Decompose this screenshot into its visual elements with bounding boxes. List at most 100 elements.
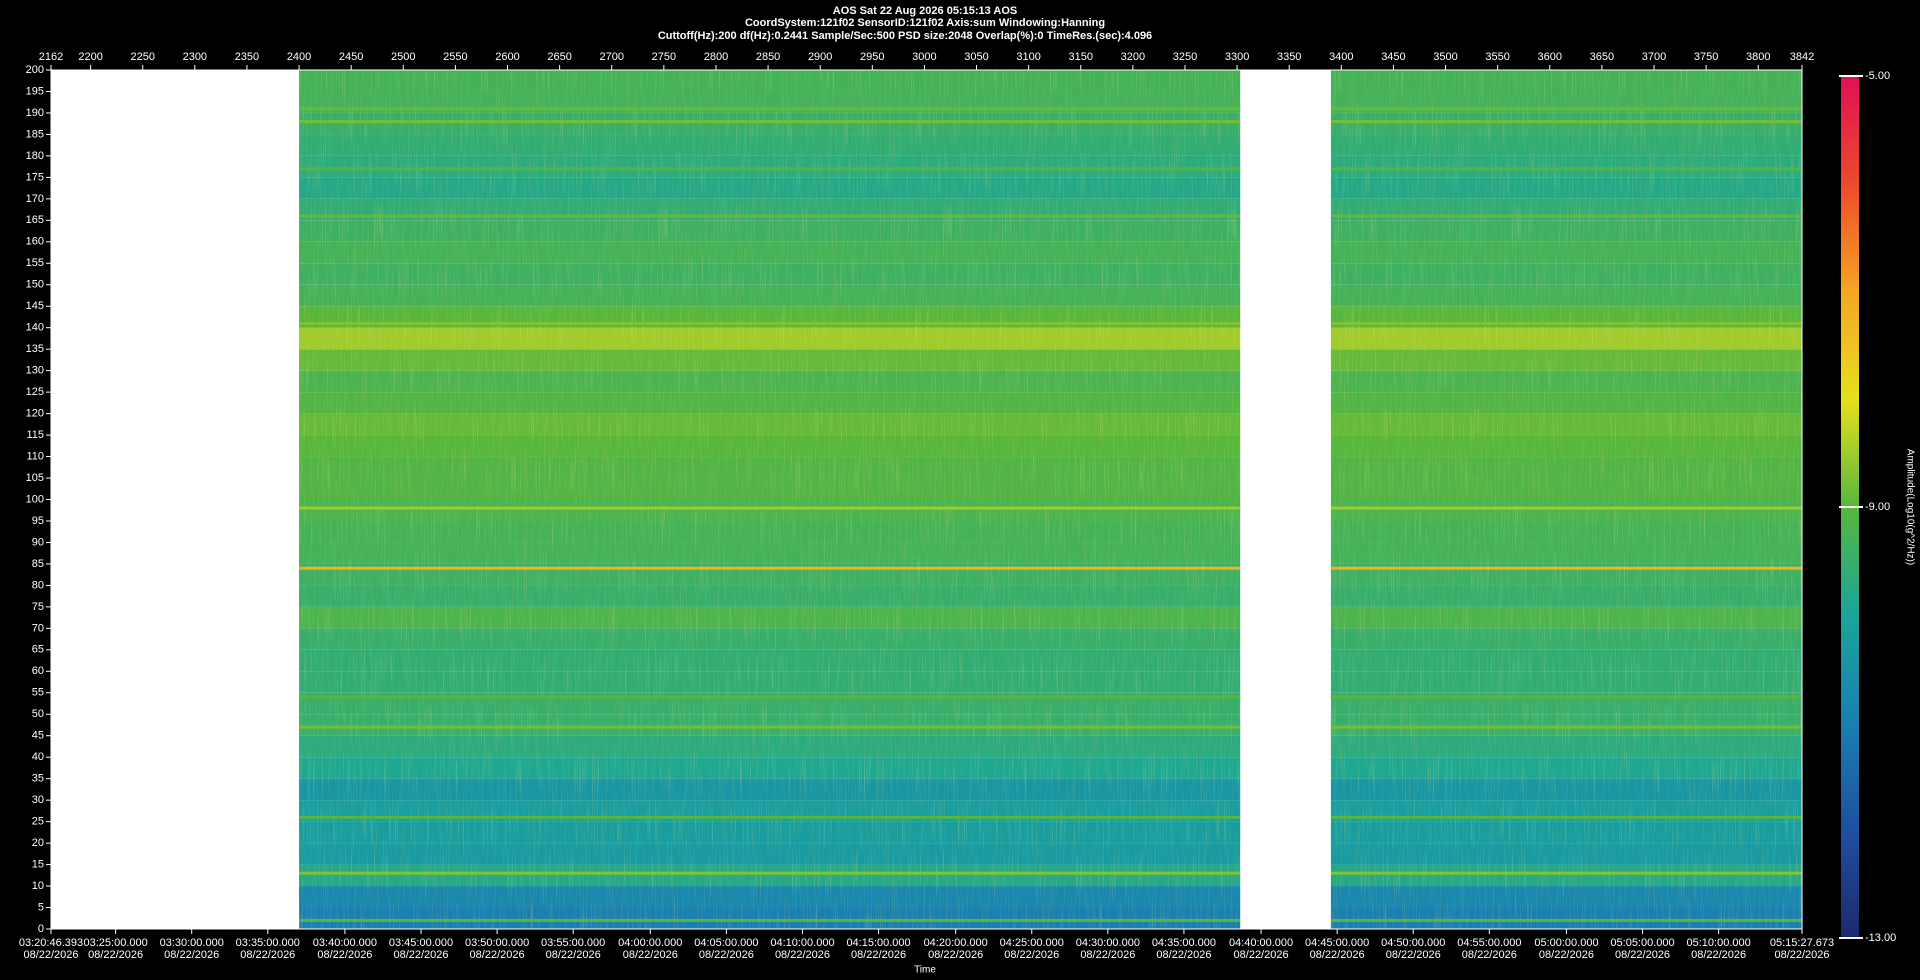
spectral-line — [1330, 871, 1802, 875]
x-tick-label: 3350 — [1277, 51, 1301, 63]
time-tick-date: 08/22/2026 — [470, 949, 525, 961]
time-tick-label: 04:50:00.000 — [1381, 937, 1445, 949]
y-tick-label: 50 — [32, 708, 44, 720]
spectral-line — [299, 167, 1241, 171]
colorbar-tick-label: -5.00 — [1865, 70, 1890, 82]
y-tick-label: 80 — [32, 579, 44, 591]
time-tick-label: 04:30:00.000 — [1076, 937, 1140, 949]
y-tick-label: 175 — [26, 171, 44, 183]
x-tick-label: 3750 — [1694, 51, 1718, 63]
time-tick-label: 03:30:00.000 — [160, 937, 224, 949]
spectral-line — [299, 918, 1241, 922]
x-tick-label: 2162 — [39, 51, 63, 63]
time-tick-date: 08/22/2026 — [699, 949, 754, 961]
spectral-line — [1330, 695, 1802, 699]
subtitle: CoordSystem:121f02 SensorID:121f02 Axis:… — [745, 17, 1105, 29]
y-tick-label: 45 — [32, 730, 44, 742]
time-tick-label: 05:15:27.673 — [1770, 937, 1834, 949]
y-tick-label: 120 — [26, 408, 44, 420]
y-tick-label: 35 — [32, 773, 44, 785]
y-tick-label: 190 — [26, 107, 44, 119]
spectral-line — [1330, 566, 1802, 570]
y-tick-label: 125 — [26, 386, 44, 398]
spectral-line — [299, 871, 1241, 875]
x-tick-label: 3300 — [1225, 51, 1249, 63]
time-tick-label: 04:20:00.000 — [924, 937, 988, 949]
time-tick-label: 04:35:00.000 — [1152, 937, 1216, 949]
y-tick-label: 25 — [32, 816, 44, 828]
spectral-line — [299, 815, 1241, 819]
x-tick-label: 3550 — [1485, 51, 1509, 63]
time-tick-label: 03:45:00.000 — [389, 937, 453, 949]
time-tick-label: 05:00:00.000 — [1534, 937, 1598, 949]
x-tick-label: 3250 — [1173, 51, 1197, 63]
y-tick-label: 165 — [26, 214, 44, 226]
y-tick-label: 60 — [32, 665, 44, 677]
spectral-line — [1330, 167, 1802, 171]
colorbar-tick-label: -9.00 — [1865, 501, 1890, 513]
time-tick-label: 04:45:00.000 — [1305, 937, 1369, 949]
texture — [1330, 70, 1802, 929]
x-tick-label: 2800 — [704, 51, 728, 63]
colorbar-label: Amplitude(Log10(g^2/Hz)) — [1904, 449, 1915, 565]
time-tick-label: 03:25:00.000 — [84, 937, 148, 949]
time-tick-date: 08/22/2026 — [1386, 949, 1441, 961]
y-tick-label: 10 — [32, 880, 44, 892]
texture — [299, 70, 1241, 929]
spectral-line — [1330, 107, 1802, 111]
y-tick-label: 75 — [32, 601, 44, 613]
title: AOS Sat 22 Aug 2026 05:15:13 AOS — [833, 5, 1017, 17]
time-tick-label: 04:00:00.000 — [618, 937, 682, 949]
x-tick-label: 3100 — [1016, 51, 1040, 63]
y-tick-label: 160 — [26, 236, 44, 248]
y-tick-label: 200 — [26, 64, 44, 76]
y-tick-label: 100 — [26, 493, 44, 505]
time-tick-date: 08/22/2026 — [1615, 949, 1670, 961]
y-tick-label: 15 — [32, 858, 44, 870]
y-tick-label: 20 — [32, 837, 44, 849]
time-tick-date: 08/22/2026 — [88, 949, 143, 961]
spectral-line — [299, 107, 1241, 111]
x-tick-label: 2950 — [860, 51, 884, 63]
x-tick-label: 2300 — [183, 51, 207, 63]
x-tick-label: 3500 — [1433, 51, 1457, 63]
time-tick-date: 08/22/2026 — [1080, 949, 1135, 961]
x-tick-label: 2500 — [391, 51, 415, 63]
x-tick-label: 2600 — [495, 51, 519, 63]
x-tick-label: 2900 — [808, 51, 832, 63]
time-tick-date: 08/22/2026 — [1539, 949, 1594, 961]
x-axis-label: Time — [914, 965, 936, 976]
time-tick-label: 03:55:00.000 — [541, 937, 605, 949]
colorbar-tick-label: -13.00 — [1865, 932, 1896, 944]
time-tick-label: 04:10:00.000 — [770, 937, 834, 949]
parameters: Cuttoff(Hz):200 df(Hz):0.2441 Sample/Sec… — [658, 30, 1152, 42]
y-tick-label: 30 — [32, 794, 44, 806]
x-tick-label: 3200 — [1121, 51, 1145, 63]
time-tick-label: 05:05:00.000 — [1610, 937, 1674, 949]
time-tick-date: 08/22/2026 — [928, 949, 983, 961]
time-tick-date: 08/22/2026 — [393, 949, 448, 961]
spectral-line — [1330, 321, 1802, 325]
spectral-line — [1330, 120, 1802, 124]
y-tick-label: 0 — [38, 923, 44, 935]
x-tick-label: 3600 — [1538, 51, 1562, 63]
y-tick-label: 55 — [32, 687, 44, 699]
spectral-line — [299, 321, 1241, 325]
time-tick-date: 08/22/2026 — [623, 949, 678, 961]
x-tick-label: 2550 — [443, 51, 467, 63]
y-tick-label: 70 — [32, 622, 44, 634]
time-tick-label: 03:40:00.000 — [313, 937, 377, 949]
time-tick-label: 03:50:00.000 — [465, 937, 529, 949]
time-tick-date: 08/22/2026 — [1462, 949, 1517, 961]
time-tick-date: 08/22/2026 — [23, 949, 78, 961]
x-tick-label: 2250 — [130, 51, 154, 63]
y-tick-label: 155 — [26, 257, 44, 269]
x-tick-label: 3700 — [1642, 51, 1666, 63]
time-tick-date: 08/22/2026 — [775, 949, 830, 961]
x-tick-label: 2350 — [235, 51, 259, 63]
x-tick-label: 3842 — [1790, 51, 1814, 63]
time-tick-label: 04:25:00.000 — [1000, 937, 1064, 949]
time-tick-label: 04:55:00.000 — [1457, 937, 1521, 949]
time-tick-date: 08/22/2026 — [1774, 949, 1829, 961]
